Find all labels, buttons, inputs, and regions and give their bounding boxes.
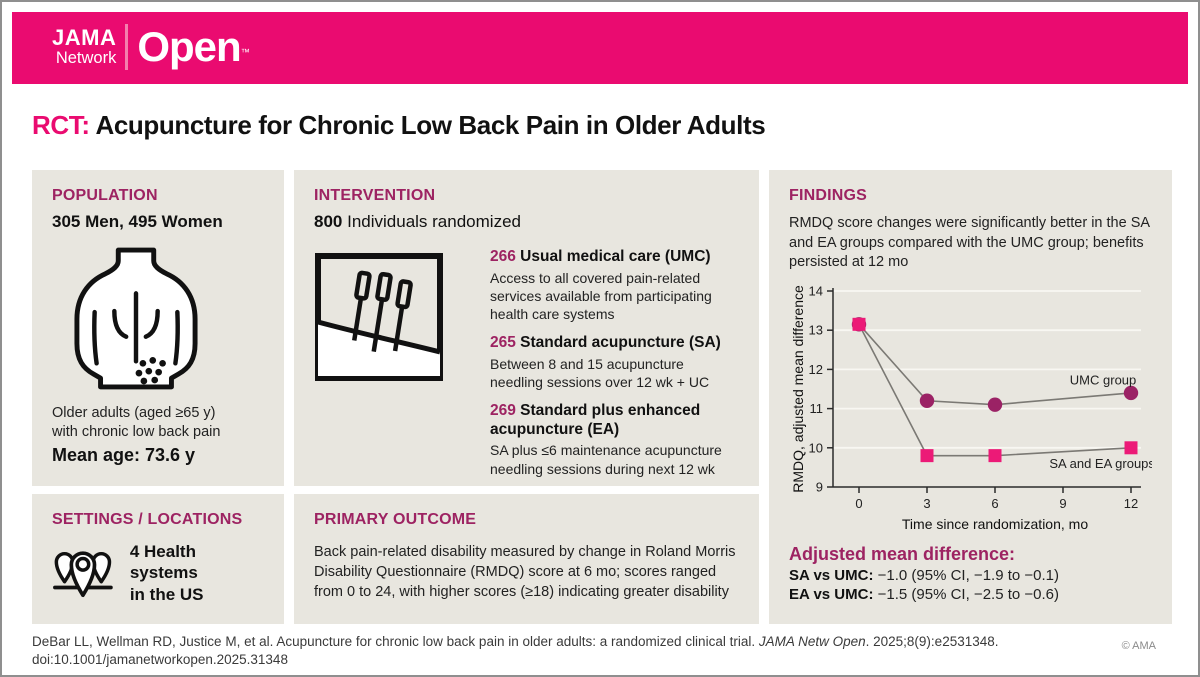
title-rct-tag: RCT: — [32, 110, 90, 140]
population-stat: 305 Men, 495 Women — [52, 212, 223, 231]
svg-text:3: 3 — [923, 496, 930, 511]
arm-sa-name: Standard acupuncture (SA) — [515, 334, 721, 352]
page-title: RCT: Acupuncture for Chronic Low Back Pa… — [32, 110, 766, 141]
svg-text:RMDQ, adjusted mean difference: RMDQ, adjusted mean difference — [790, 285, 806, 493]
arm-ea-name: Standard plus enhanced acupuncture (EA) — [490, 402, 701, 438]
primary-outcome-text: Back pain-related disability measured by… — [314, 544, 736, 600]
svg-text:9: 9 — [1059, 496, 1066, 511]
intervention-arms: 266 Usual medical care (UMC) Access to a… — [490, 248, 738, 489]
findings-summary: RMDQ score changes were significantly be… — [789, 215, 1150, 271]
logo-trademark: ™ — [240, 47, 250, 57]
citation: DeBar LL, Wellman RD, Justice M, et al. … — [32, 633, 1112, 669]
settings-text-line2: in the US — [129, 584, 204, 604]
svg-text:UMC group: UMC group — [1070, 372, 1136, 387]
arm-ea: 269 Standard plus enhanced acupuncture (… — [490, 402, 738, 478]
title-text: Acupuncture for Chronic Low Back Pain in… — [89, 110, 766, 140]
map-pins-icon — [53, 551, 113, 597]
settings-heading: SETTINGS / LOCATIONS — [52, 511, 243, 528]
arm-sa: 265 Standard acupuncture (SA) Between 8 … — [490, 334, 738, 391]
svg-text:Time since randomization, mo: Time since randomization, mo — [902, 516, 1088, 532]
arm-ea-count: 269 — [490, 402, 516, 420]
svg-text:6: 6 — [991, 496, 998, 511]
arm-ea-desc: SA plus ≤6 maintenance acupuncture needl… — [490, 442, 722, 477]
svg-text:10: 10 — [809, 440, 823, 455]
citation-pre: DeBar LL, Wellman RD, Justice M, et al. … — [32, 634, 759, 649]
primary-outcome-heading: PRIMARY OUTCOME — [314, 511, 477, 528]
population-mean-age: Mean age: 73.6 y — [52, 444, 196, 465]
arm-umc-desc: Access to all covered pain-related servi… — [490, 269, 712, 322]
header-bar: JAMA Network Open™ — [12, 12, 1188, 84]
adjusted-sa-vs-umc: SA vs UMC: −1.0 (95% CI, −1.9 to −0.1) — [789, 566, 1059, 584]
svg-text:13: 13 — [809, 322, 823, 337]
findings-chart-svg: 9 10 11 12 13 14 0 3 6 9 12 UMC group SA and EA grou… — [790, 283, 1155, 532]
citation-journal: JAMA Netw Open — [758, 634, 866, 649]
population-heading: POPULATION — [52, 187, 158, 204]
logo-network-text: Network — [55, 49, 117, 68]
population-desc-line2: with chronic low back pain — [52, 423, 221, 440]
intervention-count: 800 — [314, 212, 343, 231]
intervention-heading: INTERVENTION — [314, 187, 436, 204]
adjusted-mean-difference-heading: Adjusted mean difference: — [789, 543, 1016, 564]
arm-umc-count: 266 — [490, 248, 516, 265]
citation-post: . 2025;8(9):e2531348. doi:10.1001/jamane… — [32, 634, 999, 668]
svg-text:9: 9 — [816, 479, 823, 494]
findings-panel: FINDINGS RMDQ score changes were signifi… — [769, 170, 1172, 624]
logo-divider — [125, 24, 129, 70]
logo-open-text: Open — [137, 23, 241, 70]
arm-umc: 266 Usual medical care (UMC) Access to a… — [490, 248, 738, 323]
arm-umc-name: Usual medical care (UMC) — [515, 248, 711, 265]
intervention-panel: INTERVENTION 800 Individuals randomized — [294, 170, 759, 486]
settings-text-line1: 4 Health systems — [129, 542, 198, 583]
logo-jama-text: JAMA — [52, 25, 117, 51]
content-columns: POPULATION 305 Men, 495 Women — [32, 170, 1172, 624]
svg-text:11: 11 — [810, 401, 824, 416]
svg-text:14: 14 — [809, 283, 823, 298]
arm-sa-desc: Between 8 and 15 acupuncture needling se… — [490, 355, 710, 390]
population-desc-line1: Older adults (aged ≥65 y) — [52, 405, 216, 421]
adjusted-ea-vs-umc: EA vs UMC: −1.5 (95% CI, −2.5 to −0.6) — [789, 585, 1059, 603]
population-panel: POPULATION 305 Men, 495 Women — [32, 170, 284, 486]
intervention-count-label: Individuals randomized — [342, 212, 521, 231]
back-torso-pain-icon — [74, 247, 198, 390]
svg-text:SA and EA groups: SA and EA groups — [1049, 456, 1152, 471]
findings-heading: FINDINGS — [789, 187, 868, 204]
jama-network-open-logo: JAMA Network Open™ — [52, 23, 250, 70]
arm-sa-count: 265 — [490, 334, 516, 352]
ama-copyright: © AMA — [1121, 640, 1156, 652]
svg-text:12: 12 — [809, 362, 823, 377]
svg-text:0: 0 — [855, 496, 862, 511]
svg-text:12: 12 — [1124, 496, 1138, 511]
settings-panel: SETTINGS / LOCATIONS 4 Health systems in… — [32, 494, 284, 624]
findings-chart: 9 10 11 12 13 14 0 3 6 9 12 UMC group SA and EA grou… — [789, 281, 1155, 538]
acupuncture-needles-icon — [315, 253, 443, 381]
primary-outcome-panel: PRIMARY OUTCOME Back pain-related disabi… — [294, 494, 759, 624]
